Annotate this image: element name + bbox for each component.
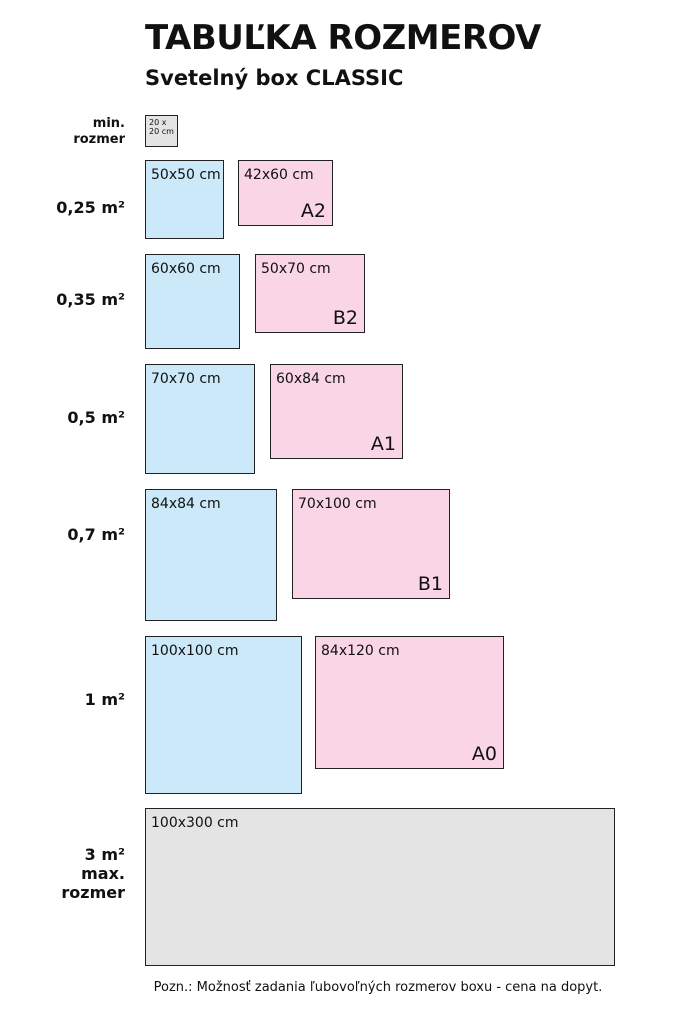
label-line: 0,7 m² xyxy=(67,525,125,544)
label-line: 0,25 m² xyxy=(56,198,125,217)
box-text: 20 cm xyxy=(149,127,174,136)
label-line: 0,5 m² xyxy=(67,408,125,427)
row-label: 0,25 m² xyxy=(56,198,125,217)
row-label: 0,35 m² xyxy=(56,290,125,309)
size-box: 100x100 cm xyxy=(145,636,302,794)
title: TABUĽKA ROZMEROV xyxy=(145,18,541,58)
size-label: 100x300 cm xyxy=(151,815,239,831)
label-line: 0,35 m² xyxy=(56,290,125,309)
size-box: 60x84 cm A1 xyxy=(270,364,403,459)
label-line: 3 m² xyxy=(84,845,125,864)
size-box: 60x60 cm xyxy=(145,254,240,349)
size-label: 84x120 cm xyxy=(321,643,400,659)
format-label: B2 xyxy=(332,307,358,329)
format-label: A1 xyxy=(370,433,396,455)
size-label: 70x100 cm xyxy=(298,496,377,512)
size-label: 60x84 cm xyxy=(276,371,346,387)
label-line: rozmer xyxy=(61,883,125,902)
size-label: 70x70 cm xyxy=(151,371,221,387)
size-box: 84x84 cm xyxy=(145,489,277,621)
size-box: 84x120 cm A0 xyxy=(315,636,504,769)
min-box: 20 x 20 cm xyxy=(145,115,178,147)
box-text: 20 x xyxy=(149,118,167,127)
size-box: 50x50 cm xyxy=(145,160,224,239)
row-label: 3 m² max. rozmer xyxy=(61,845,125,902)
size-label: 42x60 cm xyxy=(244,167,314,183)
label-line: 1 m² xyxy=(84,690,125,709)
label-line: rozmer xyxy=(73,132,125,147)
size-box: 100x300 cm xyxy=(145,808,615,966)
size-box: 70x100 cm B1 xyxy=(292,489,450,599)
row-label: 0,5 m² xyxy=(67,408,125,427)
row-label: 1 m² xyxy=(85,690,125,709)
label-line: max. xyxy=(81,864,125,883)
footnote: Pozn.: Možnosť zadania ľubovoľných rozme… xyxy=(153,980,603,995)
row-label: 0,7 m² xyxy=(67,525,125,544)
size-label: 100x100 cm xyxy=(151,643,239,659)
subtitle: Svetelný box CLASSIC xyxy=(145,66,404,90)
format-label: A0 xyxy=(471,743,497,765)
size-box: 70x70 cm xyxy=(145,364,255,474)
size-box: 42x60 cm A2 xyxy=(238,160,333,226)
label-line: min. xyxy=(92,116,125,131)
format-label: A2 xyxy=(300,200,326,222)
size-label: 50x50 cm xyxy=(151,167,221,183)
size-label: 50x70 cm xyxy=(261,261,331,277)
size-box: 50x70 cm B2 xyxy=(255,254,365,333)
size-label: 60x60 cm xyxy=(151,261,221,277)
row-label: min. rozmer xyxy=(73,116,125,148)
size-label: 84x84 cm xyxy=(151,496,221,512)
format-label: B1 xyxy=(417,573,443,595)
